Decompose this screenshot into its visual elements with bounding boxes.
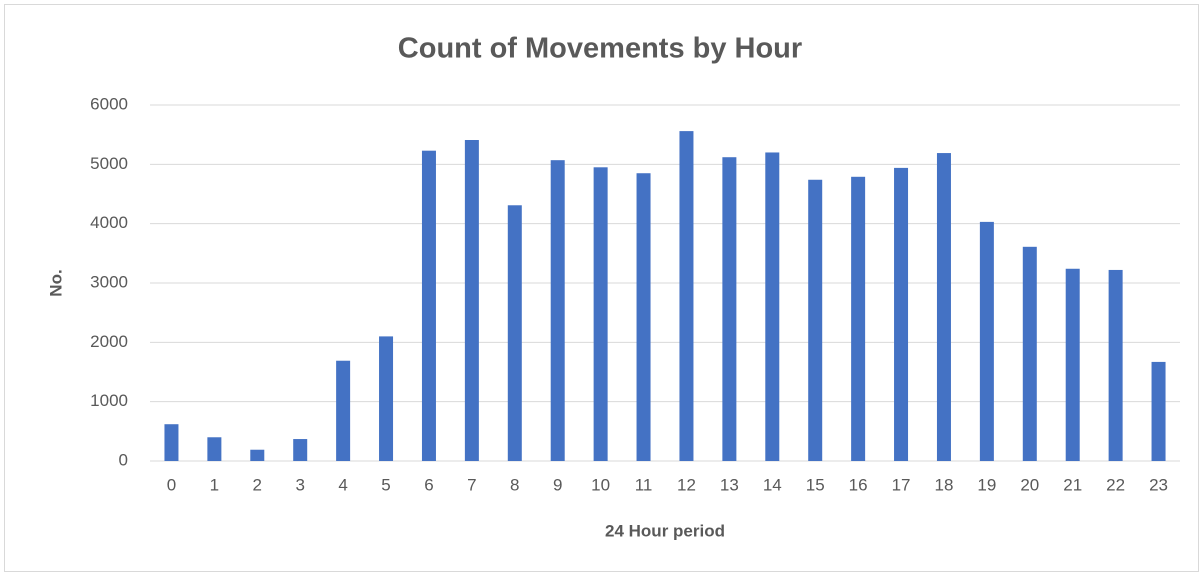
y-tick-label: 3000 <box>90 272 128 291</box>
x-tick-label: 16 <box>849 475 868 494</box>
bar <box>336 360 351 461</box>
y-axis-label: No. <box>46 269 65 296</box>
bar <box>507 205 522 461</box>
x-tick-label: 17 <box>892 475 911 494</box>
bar <box>421 150 436 462</box>
x-tick-label: 2 <box>253 475 262 494</box>
bar <box>1022 246 1037 461</box>
bar <box>379 336 394 461</box>
y-tick-label: 2000 <box>90 332 128 351</box>
bar <box>894 167 909 462</box>
bar <box>722 157 737 462</box>
bar <box>1108 269 1123 461</box>
bar <box>808 179 823 461</box>
x-axis-label: 24 Hour period <box>605 521 725 540</box>
bar <box>550 160 565 461</box>
bar <box>851 176 866 461</box>
x-tick-label: 6 <box>424 475 433 494</box>
x-tick-label: 19 <box>977 475 996 494</box>
y-tick-label: 6000 <box>90 94 128 113</box>
y-tick-label: 5000 <box>90 154 128 173</box>
x-tick-label: 10 <box>591 475 610 494</box>
bar <box>679 131 694 461</box>
x-tick-label: 15 <box>806 475 825 494</box>
x-tick-label: 0 <box>167 475 176 494</box>
x-tick-label: 18 <box>934 475 953 494</box>
x-tick-label: 23 <box>1149 475 1168 494</box>
x-tick-label: 14 <box>763 475 782 494</box>
bar <box>1065 268 1080 461</box>
x-tick-label: 5 <box>381 475 390 494</box>
bar <box>1151 361 1166 461</box>
x-tick-label: 3 <box>295 475 304 494</box>
x-tick-label: 7 <box>467 475 476 494</box>
chart-title: Count of Movements by Hour <box>398 33 802 65</box>
x-tick-label: 1 <box>210 475 219 494</box>
bar <box>250 449 265 461</box>
bar <box>593 167 608 462</box>
x-tick-label: 8 <box>510 475 519 494</box>
bar <box>164 424 179 461</box>
bar <box>293 439 308 461</box>
x-tick-label: 4 <box>338 475 347 494</box>
x-tick-label: 22 <box>1106 475 1125 494</box>
bar <box>765 152 780 461</box>
bar <box>636 173 651 461</box>
y-tick-label: 0 <box>119 450 128 469</box>
x-tick-label: 21 <box>1063 475 1082 494</box>
x-tick-label: 11 <box>635 475 653 494</box>
x-tick-label: 20 <box>1020 475 1039 494</box>
y-tick-label: 4000 <box>90 213 128 232</box>
bar <box>936 153 951 461</box>
bar <box>207 437 222 461</box>
x-tick-label: 13 <box>720 475 739 494</box>
y-tick-label: 1000 <box>90 391 128 410</box>
bar <box>979 221 994 461</box>
bar <box>464 140 479 462</box>
x-tick-label: 9 <box>553 475 562 494</box>
x-tick-label: 12 <box>677 475 696 494</box>
